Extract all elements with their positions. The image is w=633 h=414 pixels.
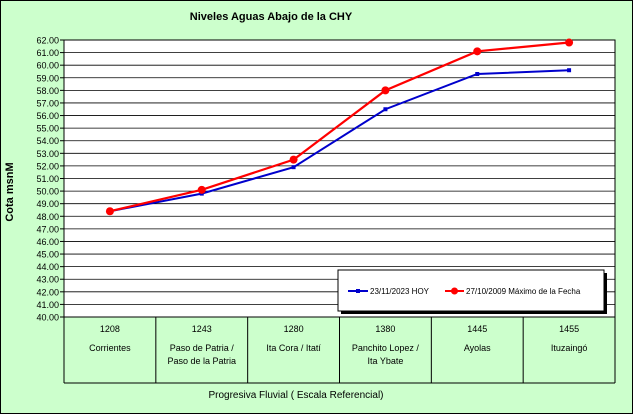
y-tick-label: 54.00 bbox=[36, 136, 59, 146]
y-tick-label: 55.00 bbox=[36, 124, 59, 134]
x-tick-name: Paso de la Patria bbox=[167, 356, 236, 366]
series-point bbox=[291, 165, 296, 170]
y-tick-label: 50.00 bbox=[36, 187, 59, 197]
x-tick-name: Corrientes bbox=[89, 343, 131, 353]
x-tick-km: 1280 bbox=[284, 324, 304, 334]
series-point bbox=[383, 107, 388, 112]
legend-label: 23/11/2023 HOY bbox=[370, 287, 430, 296]
series-point bbox=[105, 207, 114, 216]
legend bbox=[337, 269, 605, 312]
x-tick-name: Ita Cora / Itatí bbox=[266, 343, 321, 353]
x-tick-name: Ituzaingó bbox=[551, 343, 588, 353]
y-tick-label: 53.00 bbox=[36, 149, 59, 159]
y-tick-label: 58.00 bbox=[36, 86, 59, 96]
series-point bbox=[381, 86, 390, 95]
x-tick-km: 1208 bbox=[100, 324, 120, 334]
y-tick-label: 51.00 bbox=[36, 174, 59, 184]
x-tick-name: Paso de Patria / bbox=[170, 343, 235, 353]
y-tick-label: 44.00 bbox=[36, 262, 59, 272]
y-tick-label: 57.00 bbox=[36, 98, 59, 108]
y-tick-label: 41.00 bbox=[36, 300, 59, 310]
series-point bbox=[475, 71, 480, 76]
x-tick-name: Ita Ybate bbox=[367, 356, 403, 366]
x-tick-km: 1445 bbox=[467, 324, 487, 334]
y-tick-label: 49.00 bbox=[36, 199, 59, 209]
y-tick-label: 40.00 bbox=[36, 313, 59, 323]
legend-label: 27/10/2009 Máximo de la Fecha bbox=[466, 287, 581, 296]
x-axis-label: Progresiva Fluvial ( Escala Referencial) bbox=[208, 390, 384, 401]
y-tick-label: 45.00 bbox=[36, 250, 59, 260]
series-point bbox=[473, 47, 482, 56]
series-line bbox=[109, 69, 570, 213]
y-tick-label: 43.00 bbox=[36, 275, 59, 285]
y-tick-label: 46.00 bbox=[36, 237, 59, 247]
series-point bbox=[197, 185, 206, 194]
chart-title: Niveles Aguas Abajo de la CHY bbox=[189, 11, 353, 23]
y-tick-label: 60.00 bbox=[36, 61, 59, 71]
x-tick-km: 1455 bbox=[559, 324, 579, 334]
y-tick-label: 59.00 bbox=[36, 73, 59, 83]
y-tick-label: 61.00 bbox=[36, 48, 59, 58]
legend-swatch-marker bbox=[356, 289, 360, 293]
x-tick-km: 1243 bbox=[192, 324, 212, 334]
y-tick-label: 52.00 bbox=[36, 161, 59, 171]
y-tick-label: 47.00 bbox=[36, 224, 59, 234]
legend-swatch-marker bbox=[451, 287, 458, 295]
series-point bbox=[289, 155, 298, 164]
series-line bbox=[109, 41, 570, 213]
x-tick-name: Panchito Lopez / bbox=[352, 343, 420, 353]
y-tick-label: 56.00 bbox=[36, 111, 59, 121]
x-tick-km: 1380 bbox=[375, 324, 395, 334]
y-tick-label: 42.00 bbox=[36, 287, 59, 297]
x-tick-name: Ayolas bbox=[464, 343, 491, 353]
y-tick-label: 48.00 bbox=[36, 212, 59, 222]
y-tick-label: 62.00 bbox=[36, 36, 59, 46]
series-point bbox=[565, 38, 574, 47]
series-point bbox=[567, 68, 572, 73]
